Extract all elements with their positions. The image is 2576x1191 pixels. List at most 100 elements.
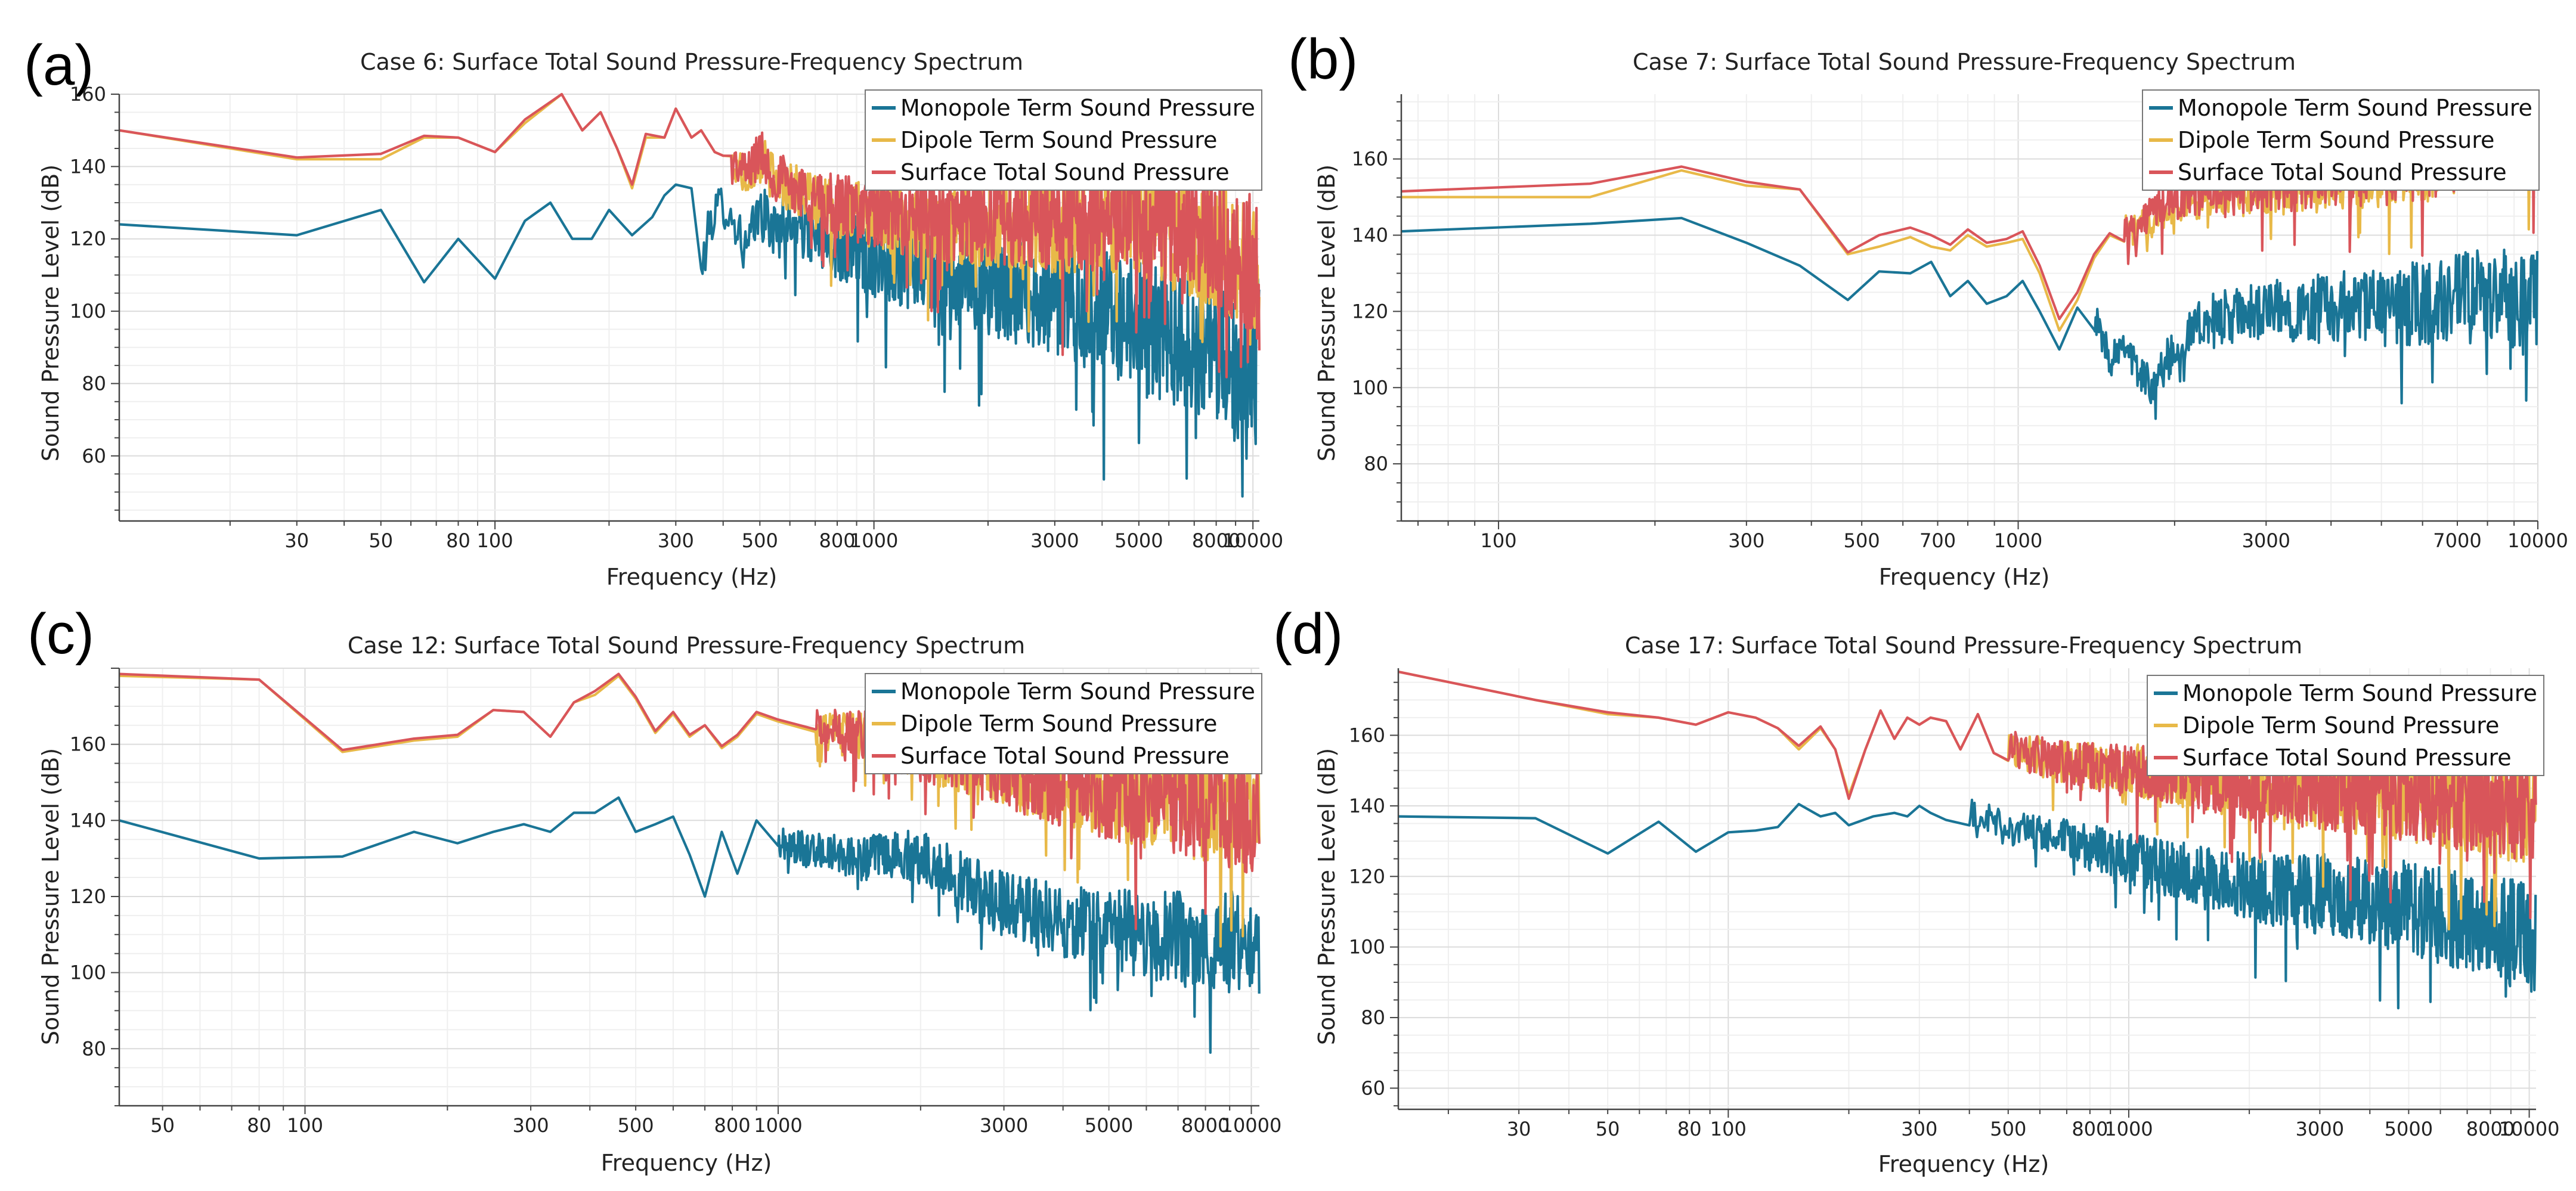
y-axis-label: Sound Pressure Level (dB) <box>1314 748 1340 1046</box>
chart-panel-c: (c) Case 12: Surface Total Sound Pressur… <box>0 596 1288 1191</box>
legend-swatch-total <box>872 754 896 758</box>
legend-swatch-monopole <box>872 690 896 693</box>
y-tick-label: 160 <box>70 733 106 756</box>
y-axis-label: Sound Pressure Level (dB) <box>38 748 64 1046</box>
x-tick-label: 1000 <box>2104 1118 2153 1140</box>
legend-text: Surface Total Sound Pressure <box>900 159 1230 185</box>
chart-title: Case 12: Surface Total Sound Pressure-Fr… <box>347 632 1026 659</box>
legend-swatch-monopole <box>2154 691 2178 695</box>
y-tick-label: 80 <box>82 1037 106 1060</box>
x-tick-label: 300 <box>658 529 694 552</box>
y-tick-label: 80 <box>1364 452 1388 475</box>
x-tick-label: 3000 <box>2242 529 2290 552</box>
x-tick-label: 80 <box>446 529 470 552</box>
y-tick-label: 80 <box>1361 1006 1385 1029</box>
legend-text: Monopole Term Sound Pressure <box>2182 680 2537 706</box>
x-tick-label: 1000 <box>754 1114 802 1137</box>
y-tick-label: 140 <box>1349 795 1385 817</box>
x-tick-label: 8000 <box>1192 529 1240 552</box>
chart-title: Case 17: Surface Total Sound Pressure-Fr… <box>1624 632 2303 659</box>
x-tick-label: 500 <box>1990 1118 2026 1140</box>
y-tick-label: 100 <box>1352 376 1388 399</box>
chart-title: Case 6: Surface Total Sound Pressure-Fre… <box>360 49 1024 75</box>
y-tick-label: 160 <box>1349 724 1385 746</box>
y-tick-label: 120 <box>70 885 106 908</box>
legend-item-dipole: Dipole Term Sound Pressure <box>2154 709 2537 742</box>
x-tick-label: 800 <box>714 1114 751 1137</box>
series-line-monopole <box>119 796 1261 1054</box>
y-tick-label: 60 <box>1361 1077 1385 1099</box>
legend-swatch-dipole <box>2149 138 2173 142</box>
legend-item-total: Surface Total Sound Pressure <box>872 740 1255 772</box>
y-tick-label: 120 <box>70 228 106 250</box>
x-tick-label: 3000 <box>980 1114 1028 1137</box>
y-tick-label: 120 <box>1349 865 1385 888</box>
panel-label: (d) <box>1273 602 1343 666</box>
x-tick-label: 50 <box>1596 1118 1620 1140</box>
x-axis-label: Frequency (Hz) <box>600 1150 772 1176</box>
x-tick-label: 10000 <box>2507 529 2568 552</box>
y-tick-label: 140 <box>70 809 106 832</box>
legend-text: Dipole Term Sound Pressure <box>900 711 1218 737</box>
legend-item-dipole: Dipole Term Sound Pressure <box>872 124 1255 156</box>
legend-swatch-total <box>872 170 896 174</box>
x-tick-label: 8000 <box>2466 1118 2515 1140</box>
x-tick-label: 3000 <box>2296 1118 2344 1140</box>
x-tick-label: 10000 <box>1221 1114 1282 1137</box>
x-axis-label: Frequency (Hz) <box>606 564 778 590</box>
grid <box>1390 668 2536 1118</box>
panel-label: (c) <box>27 602 94 666</box>
x-tick-label: 100 <box>287 1114 323 1137</box>
x-tick-label: 300 <box>513 1114 549 1137</box>
x-tick-label: 100 <box>477 529 513 552</box>
y-tick-label: 80 <box>82 372 106 395</box>
y-axis-label: Sound Pressure Level (dB) <box>38 164 64 462</box>
legend-text: Dipole Term Sound Pressure <box>2178 127 2495 153</box>
x-tick-label: 10000 <box>1222 529 1283 552</box>
legend-text: Dipole Term Sound Pressure <box>2182 712 2500 739</box>
x-tick-label: 100 <box>1481 529 1517 552</box>
x-axis-label: Frequency (Hz) <box>1878 1151 2049 1177</box>
y-axis-label: Sound Pressure Level (dB) <box>1314 164 1340 462</box>
legend-text: Surface Total Sound Pressure <box>900 743 1230 769</box>
x-tick-label: 800 <box>819 529 855 552</box>
x-axis-label: Frequency (Hz) <box>1878 564 2050 590</box>
x-tick-label: 800 <box>2072 1118 2108 1140</box>
y-tick-label: 100 <box>70 962 106 984</box>
x-tick-label: 100 <box>1710 1118 1747 1140</box>
x-tick-label: 7000 <box>2433 529 2481 552</box>
chart-title: Case 7: Surface Total Sound Pressure-Fre… <box>1632 49 2296 75</box>
legend-item-monopole: Monopole Term Sound Pressure <box>2149 92 2532 124</box>
x-tick-label: 500 <box>1844 529 1880 552</box>
x-tick-label: 30 <box>1507 1118 1531 1140</box>
y-tick-label: 100 <box>1349 936 1385 959</box>
legend-item-monopole: Monopole Term Sound Pressure <box>2154 677 2537 709</box>
x-tick-label: 3000 <box>1030 529 1079 552</box>
legend-swatch-total <box>2149 170 2173 174</box>
legend-text: Monopole Term Sound Pressure <box>2178 95 2532 121</box>
legend-text: Monopole Term Sound Pressure <box>900 95 1255 121</box>
legend: Monopole Term Sound Pressure Dipole Term… <box>2142 89 2540 191</box>
y-tick-label: 60 <box>82 445 106 467</box>
x-tick-label: 1000 <box>1994 529 2042 552</box>
legend-text: Dipole Term Sound Pressure <box>900 127 1218 153</box>
panel-label: (a) <box>24 33 94 97</box>
legend-item-total: Surface Total Sound Pressure <box>2149 156 2532 188</box>
x-tick-label: 5000 <box>1085 1114 1133 1137</box>
legend-swatch-dipole <box>872 138 896 142</box>
series-line-monopole <box>1401 216 2539 420</box>
legend-item-monopole: Monopole Term Sound Pressure <box>872 92 1255 124</box>
legend-text: Monopole Term Sound Pressure <box>900 678 1255 705</box>
x-tick-label: 500 <box>618 1114 654 1137</box>
y-tick-label: 100 <box>70 300 106 322</box>
y-tick-label: 140 <box>70 155 106 178</box>
legend: Monopole Term Sound Pressure Dipole Term… <box>865 673 1262 774</box>
legend-swatch-dipole <box>872 722 896 725</box>
x-tick-label: 80 <box>247 1114 271 1137</box>
legend: Monopole Term Sound Pressure Dipole Term… <box>865 89 1262 191</box>
x-tick-label: 5000 <box>2385 1118 2433 1140</box>
x-tick-label: 10000 <box>2499 1118 2560 1140</box>
